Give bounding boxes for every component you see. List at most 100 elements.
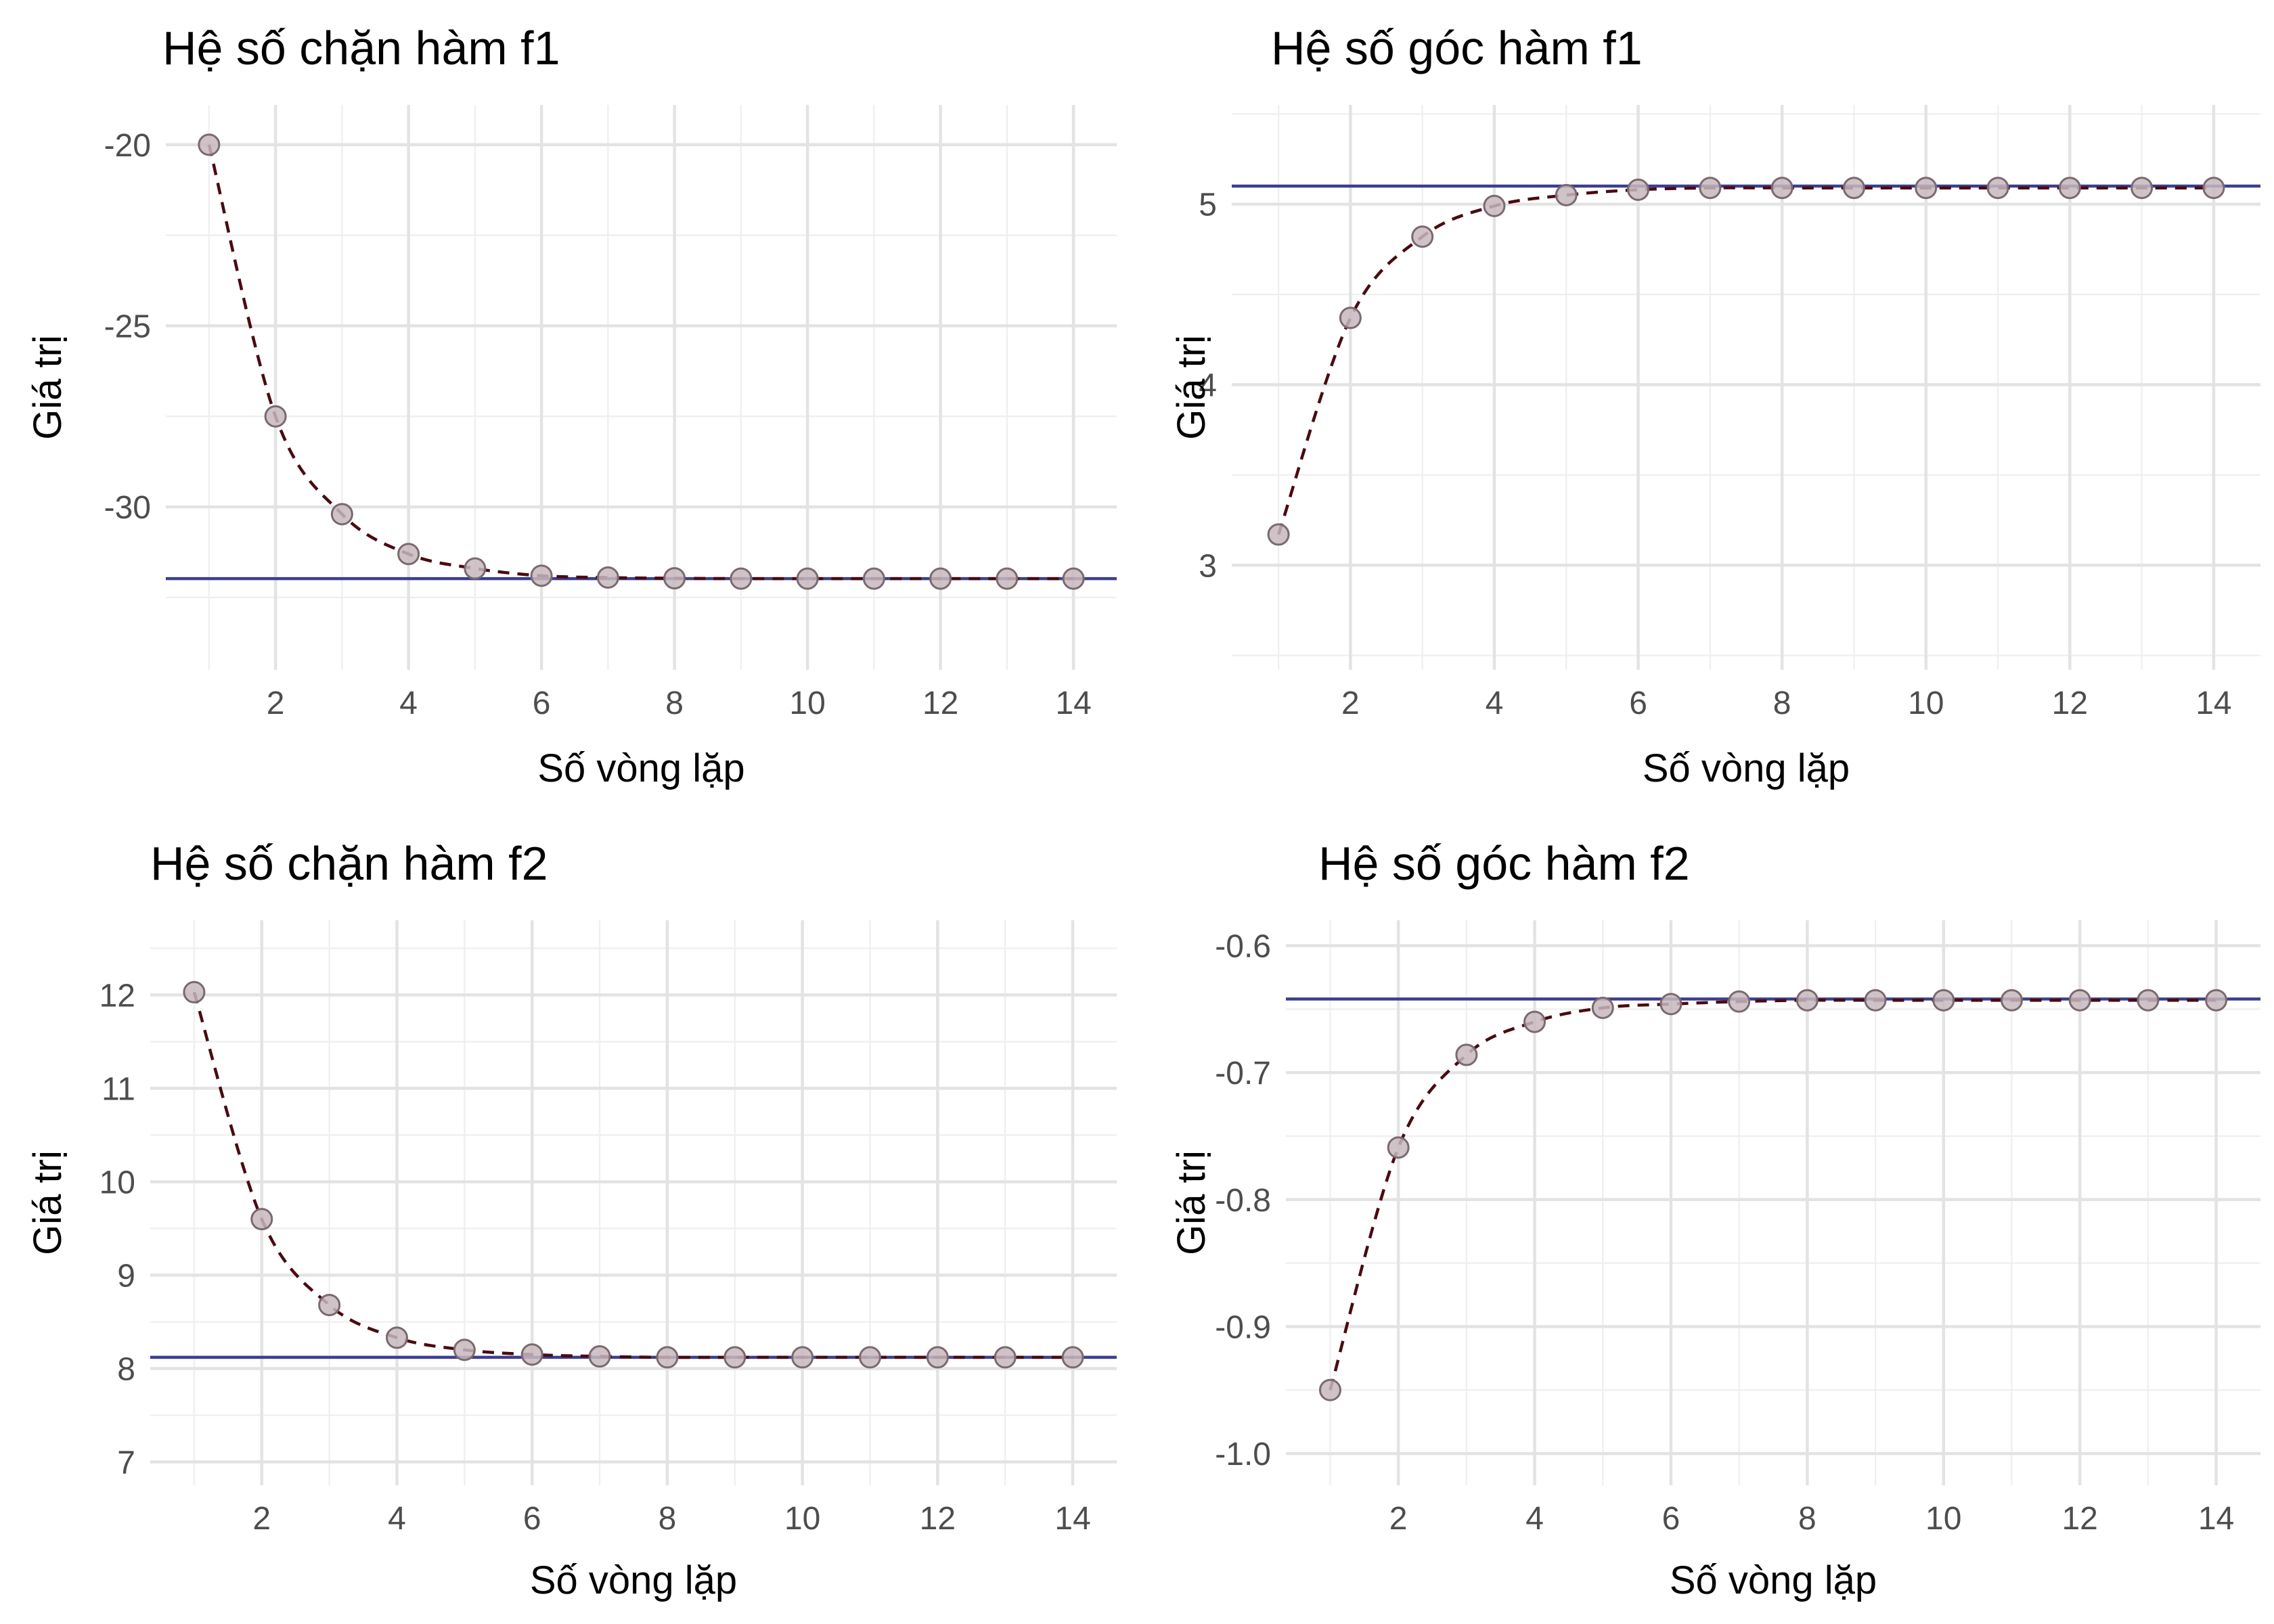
x-tick-label: 8 xyxy=(665,685,684,721)
estimate-point xyxy=(1915,177,1938,200)
estimate-point xyxy=(520,1343,543,1366)
x-tick-label: 2 xyxy=(252,1501,271,1537)
estimate-point xyxy=(2202,177,2225,200)
y-tick-label: -0.8 xyxy=(1215,1183,1271,1219)
estimate-point xyxy=(796,567,819,590)
x-tick-label: 6 xyxy=(523,1501,541,1537)
x-tick-label: 4 xyxy=(399,685,418,721)
y-axis-title: Giá trị xyxy=(26,1150,70,1255)
x-tick-label: 12 xyxy=(2061,1501,2097,1537)
x-tick-label: 14 xyxy=(1054,1501,1090,1537)
estimate-point xyxy=(318,1294,341,1317)
x-tick-label: 14 xyxy=(1055,685,1091,721)
estimate-point xyxy=(929,567,952,590)
y-axis-title: Giá trị xyxy=(26,335,70,440)
x-tick-label: 2 xyxy=(267,685,285,721)
y-tick-label: -0.9 xyxy=(1215,1309,1271,1345)
estimate-point xyxy=(1483,194,1506,217)
estimate-point xyxy=(1387,1136,1410,1159)
estimate-point xyxy=(1591,996,1614,1019)
y-tick-label: -1.0 xyxy=(1215,1437,1271,1472)
estimate-point xyxy=(1339,307,1362,330)
estimate-point xyxy=(730,567,753,590)
y-tick-label: -25 xyxy=(104,309,151,345)
x-tick-label: 8 xyxy=(659,1501,677,1537)
estimate-point xyxy=(1555,183,1578,206)
chart-panel-4: 2 4 6 8 10 12 14 -1.0 -0.9 -0.8 -0.7 -0.6 Hệ số góc … xyxy=(1169,837,2260,1602)
y-tick-label: 8 xyxy=(117,1351,135,1387)
x-tick-label: 2 xyxy=(1389,1501,1408,1537)
estimate-point xyxy=(1864,989,1887,1012)
estimate-point xyxy=(464,557,487,580)
x-axis-title: Số vòng lặp xyxy=(537,746,744,790)
x-tick-label: 10 xyxy=(1925,1501,1961,1537)
x-tick-label: 10 xyxy=(784,1501,820,1537)
estimate-point xyxy=(2131,177,2154,200)
estimate-point xyxy=(1411,225,1434,248)
estimate-point xyxy=(996,567,1019,590)
estimate-point xyxy=(1455,1043,1478,1066)
estimate-point xyxy=(859,1346,882,1369)
estimate-point xyxy=(656,1346,679,1369)
estimate-point xyxy=(1699,177,1722,200)
x-tick-label: 6 xyxy=(533,685,551,721)
estimate-point xyxy=(1318,1378,1341,1401)
y-tick-label: -0.6 xyxy=(1215,929,1271,965)
estimate-point xyxy=(862,567,885,590)
estimate-point xyxy=(1627,178,1650,201)
estimate-point xyxy=(1728,990,1751,1013)
estimate-point xyxy=(198,133,221,156)
estimate-point xyxy=(1061,1346,1084,1369)
estimate-point xyxy=(385,1326,408,1349)
estimate-point xyxy=(2068,989,2091,1012)
estimate-point xyxy=(453,1338,476,1361)
x-tick-label: 6 xyxy=(1662,1501,1680,1537)
estimate-point xyxy=(926,1346,949,1369)
estimate-series-line xyxy=(192,991,1073,1359)
estimate-point xyxy=(1523,1010,1546,1033)
y-tick-label: -0.7 xyxy=(1215,1056,1271,1091)
estimate-point xyxy=(397,543,420,566)
estimate-point xyxy=(663,567,686,590)
x-tick-label: 4 xyxy=(1525,1501,1544,1537)
y-tick-label: -30 xyxy=(104,490,151,526)
y-axis-title: Giá trị xyxy=(1169,335,1213,440)
estimate-point xyxy=(994,1346,1017,1369)
estimate-point xyxy=(264,405,287,428)
y-tick-label: 4 xyxy=(1199,367,1217,403)
estimate-point xyxy=(723,1346,746,1369)
x-tick-label: 4 xyxy=(1486,685,1504,721)
y-tick-label: 9 xyxy=(117,1258,135,1294)
panel-title: Hệ số chặn hàm f2 xyxy=(150,837,548,890)
estimate-point xyxy=(1986,177,2009,200)
estimate-point xyxy=(2058,177,2081,200)
y-axis-title: Giá trị xyxy=(1169,1150,1213,1255)
estimate-point xyxy=(250,1208,273,1231)
x-tick-label: 8 xyxy=(1773,685,1791,721)
estimate-point xyxy=(588,1345,611,1368)
estimate-point xyxy=(1267,523,1290,546)
estimate-point xyxy=(1770,177,1793,200)
x-tick-label: 14 xyxy=(2195,685,2231,721)
x-axis-title: Số vòng lặp xyxy=(1670,1558,1877,1602)
estimate-point xyxy=(1796,989,1819,1012)
panel-title: Hệ số chặn hàm f1 xyxy=(162,22,560,74)
estimate-point xyxy=(1842,177,1865,200)
y-tick-label: 10 xyxy=(99,1165,135,1200)
x-tick-label: 4 xyxy=(388,1501,406,1537)
y-tick-label: -20 xyxy=(104,128,151,164)
estimate-point xyxy=(330,503,353,526)
estimate-point xyxy=(791,1346,814,1369)
x-tick-label: 8 xyxy=(1798,1501,1816,1537)
y-tick-label: 11 xyxy=(102,1071,135,1107)
x-tick-label: 2 xyxy=(1341,685,1360,721)
y-tick-label: 3 xyxy=(1199,548,1217,584)
x-tick-label: 10 xyxy=(1908,685,1944,721)
chart-panel-1: 2 4 6 8 10 12 14 -30 -25 -20 Hệ số chặn hàm f1 Số v… xyxy=(26,22,1117,790)
x-tick-label: 12 xyxy=(920,1501,956,1537)
x-tick-label: 14 xyxy=(2198,1501,2234,1537)
estimate-point xyxy=(1932,989,1955,1012)
panel-title: Hệ số góc hàm f1 xyxy=(1271,22,1643,74)
